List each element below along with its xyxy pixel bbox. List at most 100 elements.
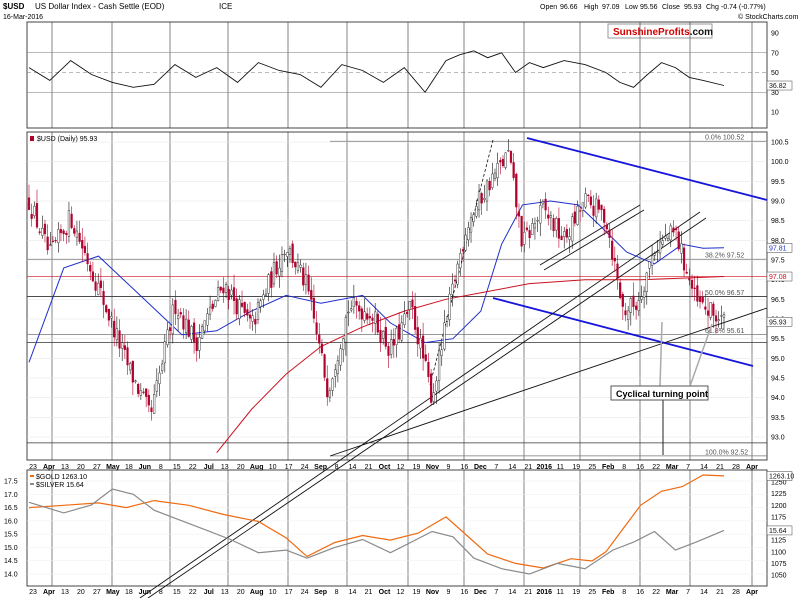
header-exchange: ICE	[219, 2, 232, 11]
candle-body	[211, 303, 214, 309]
candle-body	[278, 267, 281, 277]
price-tick-label: 98.0	[771, 238, 785, 245]
header-name: US Dollar Index - Cash Settle (EOD)	[35, 2, 165, 11]
x-axis-label: Apr	[43, 464, 55, 471]
candle-body	[698, 296, 702, 302]
x-axis-label: 14	[700, 464, 708, 471]
candle-body	[414, 306, 417, 330]
candle-body	[169, 327, 172, 331]
candle-body	[145, 388, 148, 397]
x-axis-label: 24	[301, 464, 309, 471]
candle-body	[326, 378, 329, 398]
candle-body	[682, 247, 686, 271]
candle-body	[637, 300, 640, 311]
silver-tick-label: 16.5	[4, 505, 18, 512]
candle-body	[616, 263, 619, 279]
x-axis-label: 8	[622, 464, 626, 471]
candle-body	[302, 267, 305, 286]
header-close: 95.93	[684, 4, 702, 11]
legend-gold: $GOLD 1263.10	[36, 474, 87, 481]
candle-body	[318, 334, 321, 344]
rsi-value-marker: 36.82	[769, 83, 787, 90]
candle-body	[291, 243, 294, 264]
candle-body	[283, 253, 286, 256]
candle-body	[421, 335, 425, 359]
candle-body	[153, 394, 156, 414]
candle-body	[709, 302, 712, 318]
candle-body	[477, 191, 481, 211]
header-open-label: Open	[540, 4, 557, 11]
candle-body	[539, 205, 542, 224]
candle-body	[200, 326, 204, 339]
candle-body	[390, 339, 393, 355]
candle-body	[640, 296, 643, 300]
candle-body	[461, 249, 465, 252]
rsi-tick-label: 10	[771, 110, 779, 117]
header-open: 96.66	[560, 4, 578, 11]
x-axis-label: 14	[349, 464, 357, 471]
candle-body	[398, 324, 401, 340]
candle-body	[496, 163, 499, 179]
candle-body	[59, 229, 63, 234]
candle-body	[89, 265, 92, 272]
x-axis-label-bottom: 7	[686, 589, 690, 596]
candle-body	[33, 205, 36, 217]
candle-body	[75, 230, 79, 238]
x-axis-label: 16	[461, 464, 469, 471]
candle-body	[701, 296, 704, 303]
x-axis-label-bottom: 14	[508, 589, 516, 596]
header-chg-label: Chg	[706, 4, 719, 11]
candle-body	[304, 274, 308, 285]
candle-body	[453, 279, 457, 282]
gold-value-marker: 1263.10	[769, 473, 794, 480]
moving-averages	[28, 200, 725, 454]
channel-bottom-line	[492, 297, 754, 367]
candle-body	[645, 272, 648, 292]
svg-text:SunshineProfits.com: SunshineProfits.com	[613, 27, 713, 38]
price-tick-label: 96.5	[771, 297, 785, 304]
candle-body	[51, 240, 55, 242]
x-axis-label: 23	[29, 464, 37, 471]
x-axis-label: 16	[636, 464, 644, 471]
x-axis-label: 13	[221, 464, 229, 471]
candle-body	[166, 329, 169, 345]
candle-body	[81, 240, 84, 249]
header-symbol: $USD	[3, 2, 25, 11]
fib-label: 61.8% 95.61	[705, 328, 744, 335]
candle-body	[286, 252, 289, 257]
candle-body	[142, 391, 145, 394]
silver-value-marker: 15.64	[769, 528, 787, 535]
candle-body	[613, 257, 616, 262]
fib-label: 38.2% 97.52	[705, 253, 744, 260]
candle-body	[573, 211, 576, 224]
candle-body	[507, 150, 510, 152]
candle-body	[523, 232, 526, 245]
candle-body	[464, 234, 467, 251]
candle-body	[30, 213, 33, 219]
silver-tick-label: 14.0	[4, 572, 18, 579]
candle-body	[179, 312, 182, 315]
x-axis-label-bottom: Jun	[139, 589, 151, 596]
candle-body	[310, 290, 313, 300]
candle-body	[720, 315, 723, 317]
candle-body	[163, 341, 166, 364]
candle-body	[483, 197, 486, 200]
rsi-panel	[26, 21, 768, 129]
header-low-label: Low	[625, 4, 639, 11]
candle-body	[366, 313, 369, 320]
candle-body	[94, 281, 97, 291]
candle-body	[118, 330, 121, 349]
candle-body	[653, 253, 656, 256]
candle-body	[448, 293, 451, 320]
candle-body	[603, 208, 606, 223]
gold-tick-label: 1075	[771, 561, 787, 568]
ma50-value-marker-box	[766, 243, 793, 253]
x-axis-label-bottom: 16	[636, 589, 644, 596]
candle-body	[624, 310, 627, 316]
candle-body	[91, 271, 95, 282]
rising-trend-line	[147, 217, 707, 598]
candle-body	[536, 220, 539, 222]
ratio-legend: $GOLD 1263.10 $SILVER 15.64	[30, 474, 87, 489]
x-axis-label: May	[106, 464, 120, 471]
candle-body	[315, 322, 318, 335]
